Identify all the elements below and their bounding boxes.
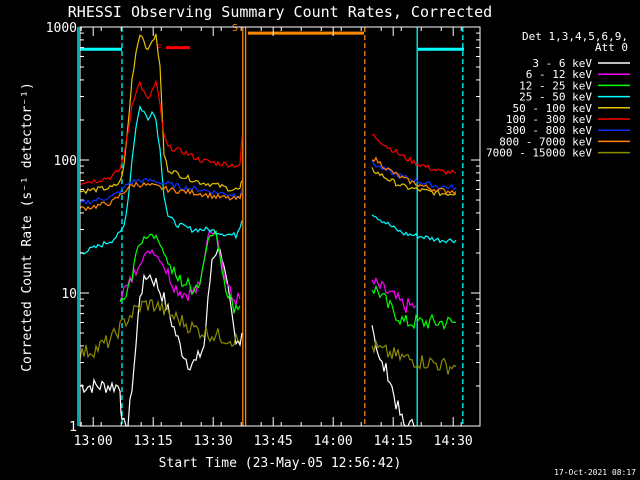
series-line-800-7000-kev-0 xyxy=(79,181,243,212)
series-line-12-25-kev-1 xyxy=(371,284,457,331)
legend-header-line-2: Att 0 xyxy=(595,41,628,54)
legend-header-line-1: Det 1,3,4,5,6,9, xyxy=(522,30,628,43)
series-line-100-300-kev-1 xyxy=(371,134,457,176)
series-line-300-800-kev-0 xyxy=(79,177,243,206)
legend-label-6-12-kev: 6 - 12 keV xyxy=(526,68,593,81)
legend-label-7000-15000-kev: 7000 - 15000 keV xyxy=(486,147,592,160)
plot-area: FS xyxy=(77,23,464,427)
y-tick-label-1: 10 xyxy=(61,287,77,302)
legend-label-800-7000-kev: 800 - 7000 keV xyxy=(499,135,592,148)
legend-label-12-25-kev: 12 - 25 keV xyxy=(519,79,592,92)
x-tick-label-6: 14:30 xyxy=(434,434,473,449)
x-tick-label-2: 13:30 xyxy=(194,434,233,449)
legend-label-300-800-kev: 300 - 800 keV xyxy=(506,124,592,137)
x-tick-label-1: 13:15 xyxy=(134,434,173,449)
series-line-3-6-kev-1 xyxy=(371,325,416,427)
timestamp: 17-Oct-2021 08:17 xyxy=(554,468,636,477)
series-line-50-100-kev-1 xyxy=(371,167,457,197)
series-line-6-12-kev-1 xyxy=(371,276,417,313)
series-line-25-50-kev-0 xyxy=(79,104,243,255)
series-line-800-7000-kev-1 xyxy=(371,156,457,195)
x-tick-label-4: 14:00 xyxy=(314,434,353,449)
y-axis-label: Corrected Count Rate (s⁻¹ detector⁻¹) xyxy=(20,82,35,372)
x-tick-label-5: 14:15 xyxy=(374,434,413,449)
flag-label-s: S xyxy=(232,23,238,34)
y-tick-label-0: 1 xyxy=(69,420,77,435)
series-line-100-300-kev-0 xyxy=(79,79,243,185)
series-line-7000-15000-kev-0 xyxy=(79,299,241,361)
axes: 13:00 13:15 13:30 13:45 14:00 14:15 14:30 1 10 10… xyxy=(46,21,481,449)
y-tick-label-3: 1000 xyxy=(46,21,77,36)
legend-label-50-100-kev: 50 - 100 keV xyxy=(513,102,593,115)
series-line-12-25-kev-0 xyxy=(119,229,241,314)
x-axis-label: Start Time (23-May-05 12:56:42) xyxy=(159,456,402,471)
series-line-7000-15000-kev-1 xyxy=(371,340,457,375)
legend-label-100-300-kev: 100 - 300 keV xyxy=(506,113,592,126)
chart-title: RHESSI Observing Summary Count Rates, Co… xyxy=(68,3,492,21)
plot-frame xyxy=(79,26,481,427)
legend-label-3-6-kev: 3 - 6 keV xyxy=(532,57,592,70)
x-tick-label-0: 13:00 xyxy=(74,434,113,449)
series-line-3-6-kev-0 xyxy=(79,248,243,427)
series-line-50-100-kev-0 xyxy=(80,33,243,195)
y-tick-label-2: 100 xyxy=(54,154,77,169)
series-line-25-50-kev-1 xyxy=(371,214,457,244)
x-tick-label-3: 13:45 xyxy=(254,434,293,449)
flag-label-f: F xyxy=(156,44,162,55)
legend-label-25-50-kev: 25 - 50 keV xyxy=(519,91,592,104)
